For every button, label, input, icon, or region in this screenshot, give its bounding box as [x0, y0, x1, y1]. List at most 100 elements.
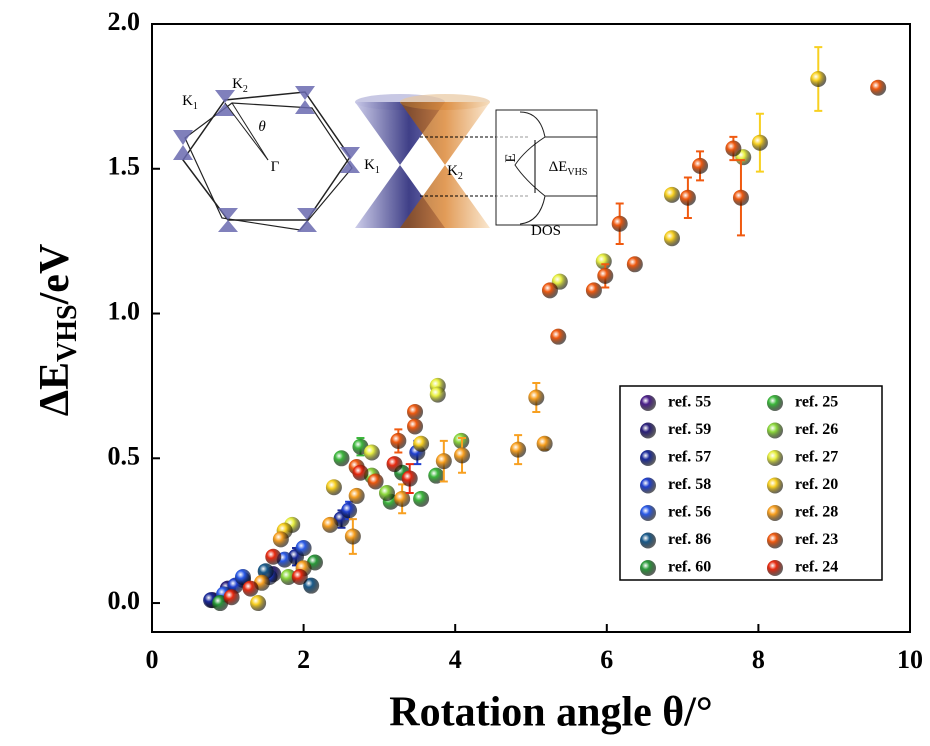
legend-marker [767, 395, 783, 411]
data-point [303, 577, 320, 594]
data-point [751, 134, 768, 151]
y-axis-title: ΔEVHS/eV [32, 244, 84, 417]
y-axis-title-part: VHS [52, 304, 83, 362]
data-point [295, 540, 312, 557]
data-point [435, 453, 452, 470]
data-point [265, 548, 282, 565]
y-axis-title-part: /eV [32, 244, 78, 306]
inset-label-part: DOS [531, 223, 561, 239]
legend-marker [640, 477, 656, 494]
legend-marker [767, 477, 783, 494]
x-tick-label: 6 [600, 645, 613, 674]
data-point [363, 444, 380, 461]
legend-label: ref. 23 [795, 531, 838, 548]
inset-label-part: K [182, 93, 193, 109]
inset-label-part: E [503, 153, 519, 162]
data-point [528, 389, 545, 406]
inset-label: K1 [364, 157, 380, 176]
inset-label: E [503, 153, 519, 162]
x-tick-label: 4 [449, 645, 462, 674]
data-point [597, 267, 614, 284]
data-point [732, 189, 749, 206]
x-tick-label: 0 [146, 645, 159, 674]
data-point [325, 479, 342, 496]
data-point [663, 186, 680, 203]
data-point [595, 253, 612, 270]
data-point [378, 485, 395, 502]
data-point [272, 531, 289, 548]
y-tick-label: 0.5 [108, 441, 141, 470]
data-point [223, 589, 240, 606]
legend-label: ref. 58 [668, 476, 711, 493]
data-point [413, 490, 430, 507]
legend-marker [767, 450, 783, 466]
data-point [611, 215, 628, 232]
x-tick-label: 8 [752, 645, 765, 674]
inset-label-part: VHS [567, 167, 587, 178]
legend-label: ref. 59 [668, 421, 711, 438]
data-point [428, 467, 445, 484]
plot-frame [151, 23, 911, 633]
legend-marker [640, 505, 656, 521]
inset-label: DOS [531, 223, 561, 239]
data-point [291, 568, 308, 585]
inset-label-part: 1 [193, 101, 198, 112]
inset-diagram [173, 86, 598, 232]
inset-label-part: 2 [458, 171, 463, 182]
legend-marker [640, 422, 656, 439]
data-point [510, 441, 527, 458]
inset-label: ΔEVHS [549, 159, 588, 178]
data-point [810, 71, 827, 88]
legend-label: ref. 86 [668, 531, 711, 548]
legend-marker [640, 395, 656, 411]
data-point [407, 418, 424, 435]
data-point [626, 256, 643, 273]
legend-marker [640, 532, 656, 549]
data-point [725, 140, 742, 157]
inset-label-part: ΔE [549, 159, 568, 175]
inset-label-part: Γ [271, 159, 280, 175]
inset-label-part: 2 [243, 84, 248, 95]
legend-label: ref. 27 [795, 449, 838, 466]
legend-label: ref. 20 [795, 476, 838, 493]
data-point [242, 580, 259, 597]
data-point [394, 490, 411, 507]
legend-marker [640, 560, 656, 576]
data-point [585, 282, 602, 299]
inset-label: θ [258, 119, 266, 135]
data-point [407, 403, 424, 420]
inset-label-part: θ [258, 119, 266, 135]
data-point [333, 450, 350, 467]
data-point [541, 282, 558, 299]
data-point [344, 528, 361, 545]
y-axis-title-part: ΔE [32, 362, 78, 416]
inset-label: K2 [447, 163, 463, 182]
y-tick-label: 1.0 [108, 296, 141, 325]
data-point [234, 568, 251, 585]
inset-label-part: K [364, 157, 375, 173]
data-point [679, 189, 696, 206]
data-point [341, 502, 358, 519]
y-tick-label: 0.0 [108, 586, 141, 615]
legend-label: ref. 24 [795, 559, 838, 576]
inset-label-part: K [232, 76, 243, 92]
legend-label: ref. 28 [795, 504, 838, 521]
y-tick-label: 1.5 [108, 152, 141, 181]
data-point [280, 568, 297, 585]
legend-marker [640, 450, 656, 466]
inset-label: K1 [182, 93, 198, 112]
data-point [413, 435, 430, 452]
legend-label: ref. 60 [668, 559, 711, 576]
x-tick-label: 10 [897, 645, 923, 674]
data-point [390, 432, 407, 449]
legend-label: ref. 55 [668, 394, 711, 411]
inset-label: Γ [271, 159, 280, 175]
legend-marker [767, 532, 783, 549]
inset-label: K2 [232, 76, 248, 95]
data-point [348, 487, 365, 504]
data-point [454, 447, 471, 464]
inset-label-part: K [447, 163, 458, 179]
x-axis-title: Rotation angle θ/° [389, 690, 712, 736]
data-point [550, 328, 567, 345]
